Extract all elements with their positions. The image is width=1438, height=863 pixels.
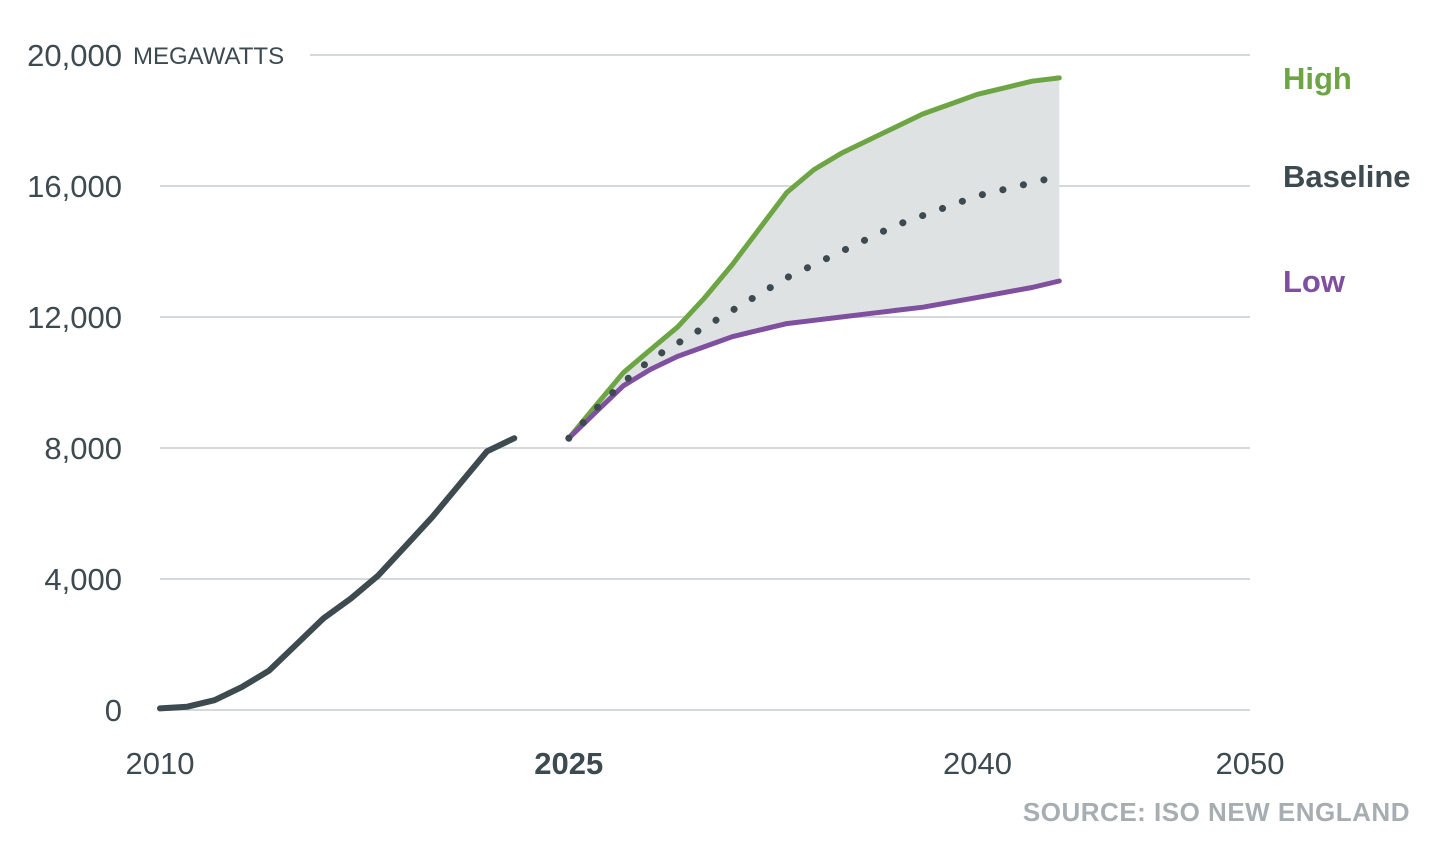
y-tick-label: 12,000 — [27, 300, 122, 335]
series-line-high — [566, 75, 1062, 441]
y-tick-label: 8,000 — [44, 431, 122, 466]
y-tick-label: 0 — [105, 693, 122, 728]
series-lines — [157, 75, 1063, 712]
grid-lines — [160, 54, 1250, 711]
y-tick-label: 4,000 — [44, 562, 122, 597]
x-tick-label: 2025 — [534, 746, 603, 781]
y-unit-label: MEGAWATTS — [133, 43, 284, 70]
x-tick-label: 2040 — [943, 746, 1012, 781]
series-line-low — [566, 278, 1062, 441]
x-axis: 2010 2025 2040 2050 — [126, 746, 1285, 781]
series-label-baseline: Baseline — [1283, 159, 1411, 194]
series-label-low: Low — [1283, 264, 1346, 299]
y-tick-label: 20,000 — [27, 38, 122, 73]
series-label-high: High — [1283, 61, 1352, 96]
x-tick-label: 2010 — [126, 746, 195, 781]
x-tick-label: 2050 — [1216, 746, 1285, 781]
range-band — [568, 77, 1060, 439]
source-note: SOURCE: ISO NEW ENGLAND — [1023, 797, 1410, 827]
historical-line — [157, 435, 518, 712]
series-labels: High Baseline Low — [1283, 61, 1411, 299]
y-tick-label: 16,000 — [27, 169, 122, 204]
y-axis: 0 4,000 8,000 12,000 16,000 20,000 — [27, 38, 122, 728]
